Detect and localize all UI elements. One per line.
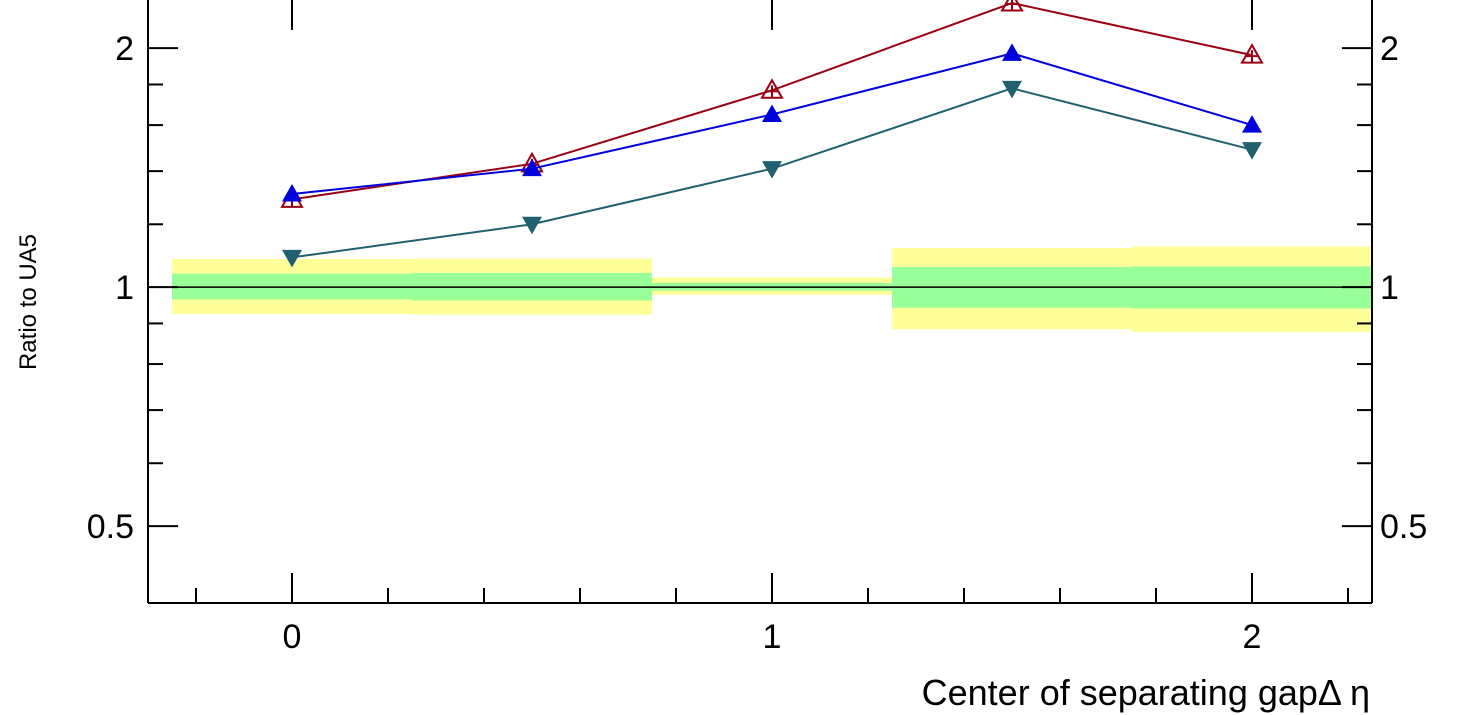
data-point	[760, 78, 784, 99]
data-point	[1002, 80, 1022, 99]
data-point	[1242, 142, 1262, 160]
data-point	[282, 184, 302, 202]
data-point	[522, 158, 542, 177]
data-point	[1242, 115, 1262, 133]
x-axis-title: Center of separating gapΔ η	[922, 672, 1370, 713]
y-tick-label-left: 0.5	[87, 508, 134, 546]
series-group	[280, 0, 1264, 268]
y-tick-label-right: 1	[1380, 269, 1399, 307]
data-point	[762, 104, 782, 122]
x-tick-label: 1	[763, 618, 782, 656]
uncertainty-bands	[172, 246, 1372, 332]
data-point	[1000, 0, 1024, 12]
data-point	[762, 161, 782, 179]
tick-labels: 0 1 2 0.5 0.5 1 1 2 2	[87, 30, 1428, 656]
y-axis-title: Ratio to UA5	[15, 234, 42, 370]
axes-frame	[147, 0, 1373, 604]
y-tick-label-left: 2	[115, 30, 134, 68]
x-tick-label: 0	[283, 618, 302, 656]
marker-triangle	[1000, 0, 1024, 12]
series-1	[282, 43, 1262, 202]
x-tick-label: 2	[1243, 618, 1262, 656]
series-2	[282, 80, 1262, 268]
data-point	[522, 216, 542, 235]
y-tick-label-right: 0.5	[1380, 508, 1427, 546]
y-tick-label-left: 1	[115, 269, 134, 307]
data-point	[1240, 43, 1264, 64]
data-point	[1002, 43, 1022, 61]
data-point	[282, 249, 302, 268]
y-tick-label-right: 2	[1380, 30, 1399, 68]
